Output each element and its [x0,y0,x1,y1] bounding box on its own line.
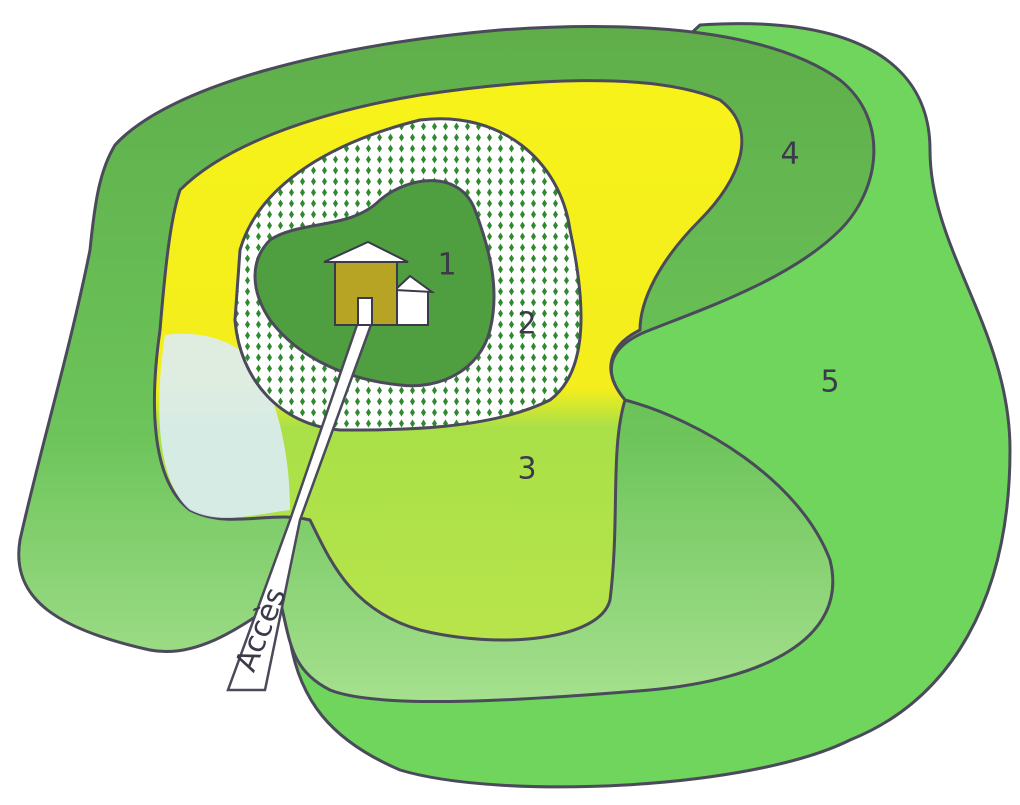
zone-label: 4 [780,137,799,172]
zone-label: 5 [820,365,839,400]
zone-label: 3 [517,452,536,487]
house [323,240,436,326]
zone-label: 1 [437,248,456,283]
zone-label: 2 [517,307,536,342]
